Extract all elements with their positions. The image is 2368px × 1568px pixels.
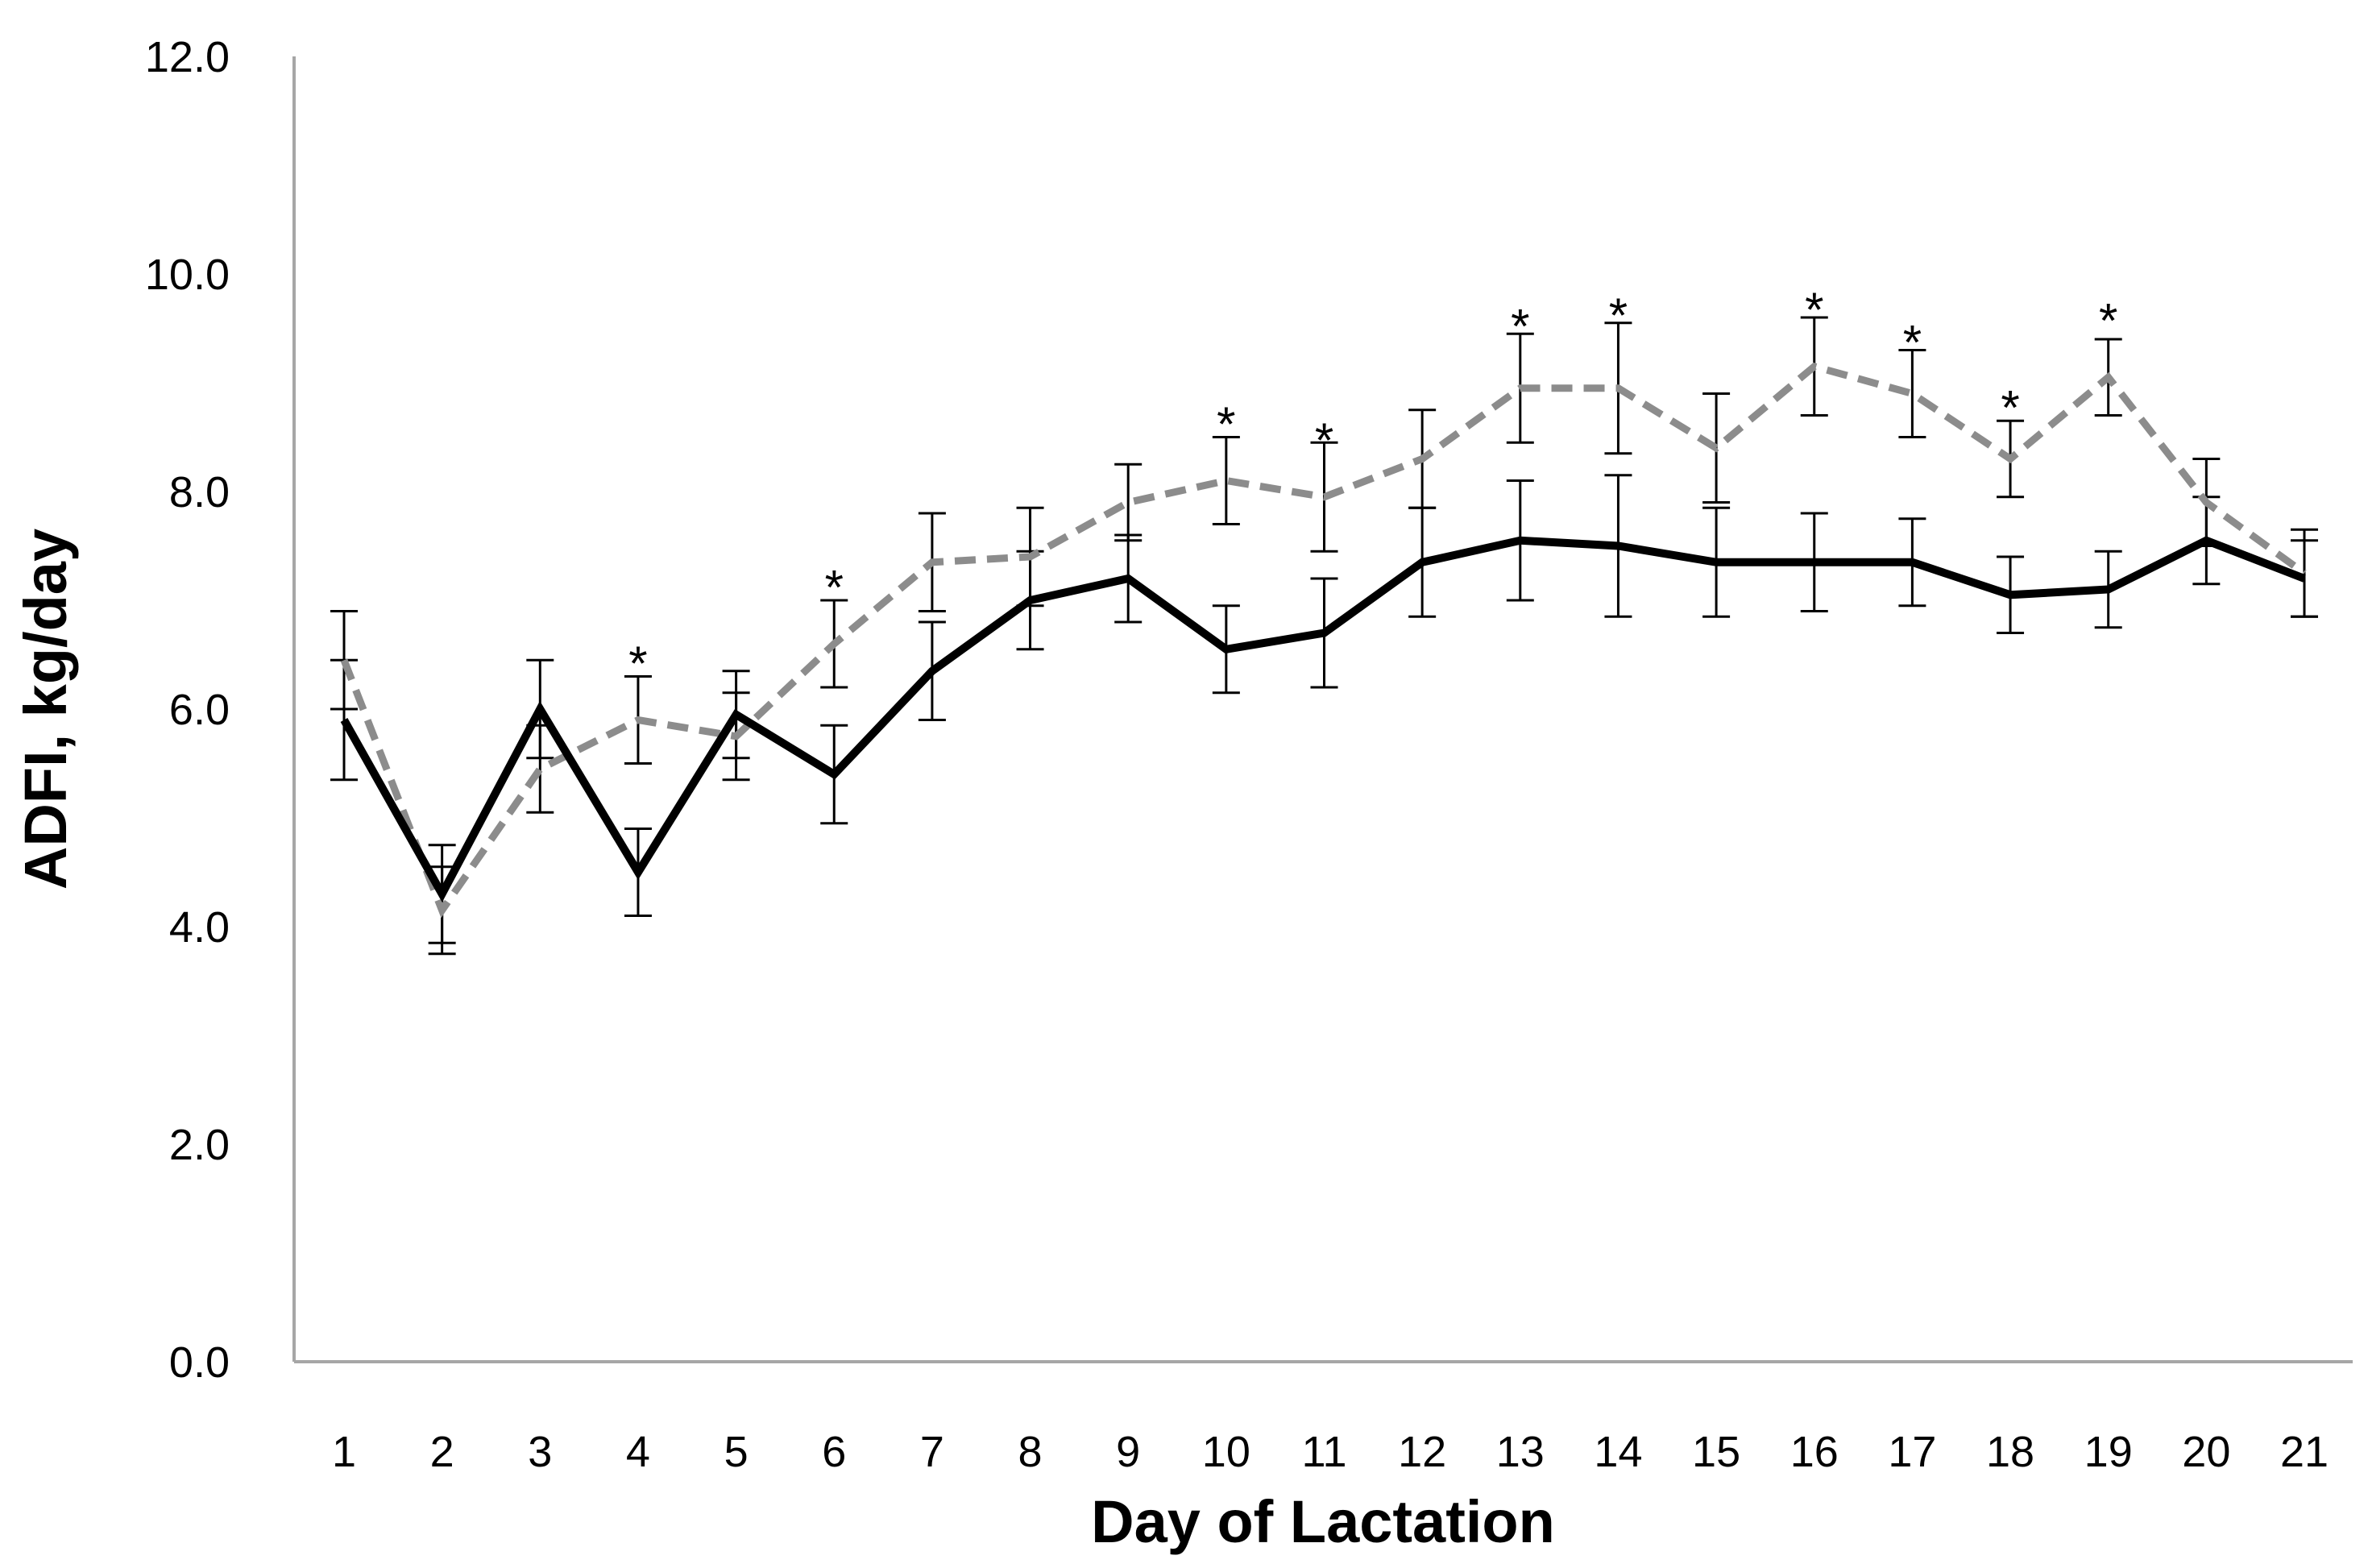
x-tick-label: 13 <box>1496 1428 1545 1476</box>
y-tick-label: 10.0 <box>145 251 230 299</box>
x-tick-label: 5 <box>724 1428 749 1476</box>
x-tick-label: 18 <box>1986 1428 2034 1476</box>
x-tick-label: 14 <box>1594 1428 1642 1476</box>
significance-asterisk: * <box>1315 413 1333 467</box>
chart-axes <box>292 56 2353 1363</box>
x-tick-label: 3 <box>528 1428 552 1476</box>
x-tick-label: 10 <box>1202 1428 1250 1476</box>
y-tick-label: 12.0 <box>145 33 230 81</box>
y-tick-label: 6.0 <box>169 686 230 734</box>
significance-annotations: * * * * * * * * * * <box>628 283 2117 691</box>
x-tick-label: 20 <box>2182 1428 2230 1476</box>
x-tick-label: 2 <box>430 1428 454 1476</box>
x-tick-label: 17 <box>1888 1428 1936 1476</box>
x-tick-label: 1 <box>332 1428 356 1476</box>
x-tick-label: 19 <box>2084 1428 2133 1476</box>
significance-asterisk: * <box>628 637 647 691</box>
x-tick-label: 21 <box>2280 1428 2329 1476</box>
y-tick-label: 8.0 <box>169 468 230 516</box>
x-tick-labels: 1 2 3 4 5 6 7 8 9 10 11 12 13 14 15 16 17 18 19 20 21 <box>332 1428 2329 1476</box>
x-tick-label: 9 <box>1116 1428 1140 1476</box>
solid-series-line <box>340 536 2306 902</box>
x-tick-label: 16 <box>1790 1428 1839 1476</box>
significance-asterisk: * <box>1217 397 1235 451</box>
y-tick-labels: 0.0 2.0 4.0 6.0 8.0 10.0 12.0 <box>145 33 230 1387</box>
x-tick-label: 8 <box>1018 1428 1043 1476</box>
x-tick-label: 7 <box>920 1428 944 1476</box>
x-tick-label: 6 <box>822 1428 846 1476</box>
y-tick-label: 0.0 <box>169 1338 230 1387</box>
significance-asterisk: * <box>2099 294 2117 348</box>
x-tick-label: 11 <box>1301 1428 1346 1476</box>
x-tick-label: 15 <box>1692 1428 1740 1476</box>
y-tick-label: 4.0 <box>169 903 230 952</box>
y-axis-title: ADFI, kg/day <box>12 529 79 890</box>
y-tick-label: 2.0 <box>169 1121 230 1169</box>
series-lines <box>340 362 2307 919</box>
significance-asterisk: * <box>825 560 844 614</box>
x-tick-label: 12 <box>1398 1428 1446 1476</box>
dashed-series-line <box>340 362 2307 919</box>
significance-asterisk: * <box>1511 299 1529 353</box>
significance-asterisk: * <box>1805 283 1823 337</box>
significance-asterisk: * <box>2001 381 2019 435</box>
significance-asterisk: * <box>1609 288 1628 342</box>
x-axis-title: Day of Lactation <box>1091 1488 1555 1555</box>
x-tick-label: 4 <box>626 1428 650 1476</box>
significance-asterisk: * <box>1903 316 1922 370</box>
